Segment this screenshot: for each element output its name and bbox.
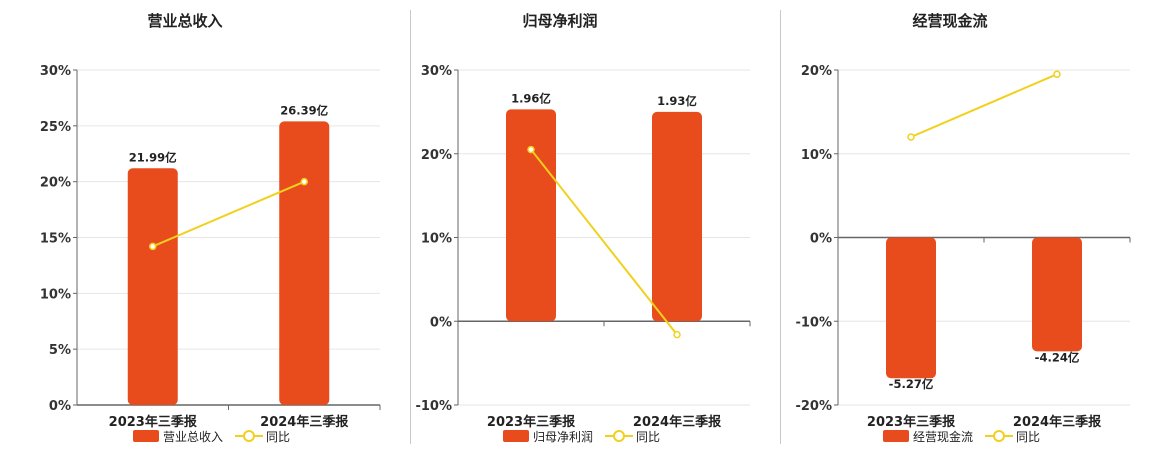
legend-line-label: 同比 [1016, 429, 1041, 444]
chart-panel-cash-flow: 经营现金流 20% 10% 0% -10% -20% -5.27亿 -4.24亿 2023年三… [765, 0, 1135, 450]
bar-data-label: 26.39亿 [280, 103, 328, 117]
bar [279, 121, 330, 405]
legend-line-label: 同比 [266, 429, 291, 444]
yoy-point [673, 330, 681, 339]
bar-data-label: -5.27亿 [889, 377, 934, 391]
legend-bar-label: 经营现金流 [913, 429, 974, 444]
chart-title: 归母净利润 [522, 12, 598, 30]
y-tick-label: 0% [430, 315, 452, 330]
x-category-label: 2023年三季报 [487, 414, 576, 430]
yoy-point [527, 145, 535, 154]
chart-title: 经营现金流 [912, 12, 988, 30]
yoy-point [907, 133, 915, 141]
y-tick-label: 0% [49, 399, 71, 414]
y-tick-label: 30% [421, 64, 452, 79]
chart-panel-net-profit: 归母净利润 30% 20% 10% 0% -10% 1.96亿 1.93亿 2023年三季报 2… [375, 0, 751, 450]
panel-divider [780, 10, 781, 444]
y-tick-label: -20% [795, 399, 832, 414]
chart-title: 营业总收入 [147, 12, 223, 30]
legend-bar-swatch [133, 430, 159, 442]
legend-line-swatch [235, 429, 264, 443]
legend-line-label: 同比 [636, 429, 661, 444]
legend-line-swatch [985, 429, 1014, 443]
y-tick-label: 20% [801, 64, 832, 79]
y-tick-label: 20% [421, 148, 452, 163]
y-tick-label: 0% [810, 232, 832, 247]
y-tick-label: 15% [40, 232, 71, 247]
chart-svg: 30% 20% 10% 0% -10% 1.96亿 1.93亿 2023年三季报 2024年三季… [415, 64, 751, 430]
yoy-line [910, 73, 1058, 138]
legend-bar-label: 归母净利润 [533, 429, 594, 444]
x-category-label: 2023年三季报 [109, 414, 198, 430]
bar-data-label: 21.99亿 [129, 150, 177, 164]
chart-panel-revenue: 营业总收入 30% 25% 20% 15% 10% 5% 0% 21.99亿 26.39亿 202… [0, 0, 381, 450]
chart-legend: 归母净利润 同比 [503, 427, 660, 445]
yoy-line [152, 180, 305, 248]
yoy-point [300, 177, 308, 186]
x-category-label: 2024年三季报 [260, 414, 349, 430]
y-tick-label: 10% [801, 148, 832, 163]
y-tick-label: 10% [421, 232, 452, 247]
yoy-line [530, 148, 678, 336]
bar-data-label: 1.93亿 [657, 94, 697, 108]
yoy-point [1053, 70, 1061, 78]
x-category-label: 2024年三季报 [1013, 414, 1102, 430]
y-tick-label: 25% [40, 120, 71, 135]
chart-legend: 经营现金流 同比 [883, 427, 1040, 445]
legend-line-swatch [605, 429, 634, 443]
x-category-label: 2024年三季报 [633, 414, 722, 430]
y-tick-label: -10% [795, 315, 832, 330]
bar [127, 168, 178, 405]
chart-legend: 营业总收入 同比 [133, 427, 290, 445]
bar [1032, 237, 1082, 352]
yoy-point [149, 242, 157, 251]
panel-divider [410, 10, 411, 444]
bar [886, 237, 936, 379]
y-tick-label: 5% [49, 343, 71, 358]
y-tick-label: -10% [415, 399, 452, 414]
y-tick-label: 30% [40, 64, 71, 79]
y-tick-label: 20% [40, 176, 71, 191]
chart-svg: 30% 25% 20% 15% 10% 5% 0% 21.99亿 26.39亿 2023年三季报 2… [40, 64, 381, 430]
bar-data-label: -4.24亿 [1035, 350, 1080, 364]
x-category-label: 2023年三季报 [867, 414, 956, 430]
chart-svg: 20% 10% 0% -10% -20% -5.27亿 -4.24亿 2023年三季报 2024… [795, 64, 1131, 430]
bar [652, 111, 702, 322]
y-tick-label: 10% [40, 287, 71, 302]
legend-bar-swatch [503, 430, 529, 442]
legend-bar-label: 营业总收入 [163, 429, 224, 444]
legend-bar-swatch [883, 430, 909, 442]
bar [506, 109, 556, 322]
bar-data-label: 1.96亿 [511, 91, 551, 105]
